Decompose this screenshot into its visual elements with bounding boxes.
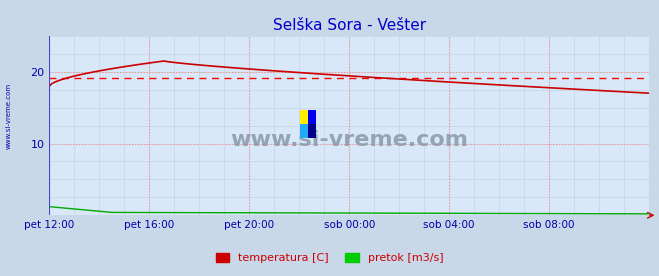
Bar [308,110,316,124]
Bar [300,124,308,138]
Bar [308,124,316,138]
Text: www.si-vreme.com: www.si-vreme.com [5,83,11,149]
Bar [300,110,308,124]
Text: www.si-vreme.com: www.si-vreme.com [230,130,469,150]
Title: Selška Sora - Vešter: Selška Sora - Vešter [273,18,426,33]
Legend: temperatura [C], pretok [m3/s]: temperatura [C], pretok [m3/s] [212,248,447,268]
